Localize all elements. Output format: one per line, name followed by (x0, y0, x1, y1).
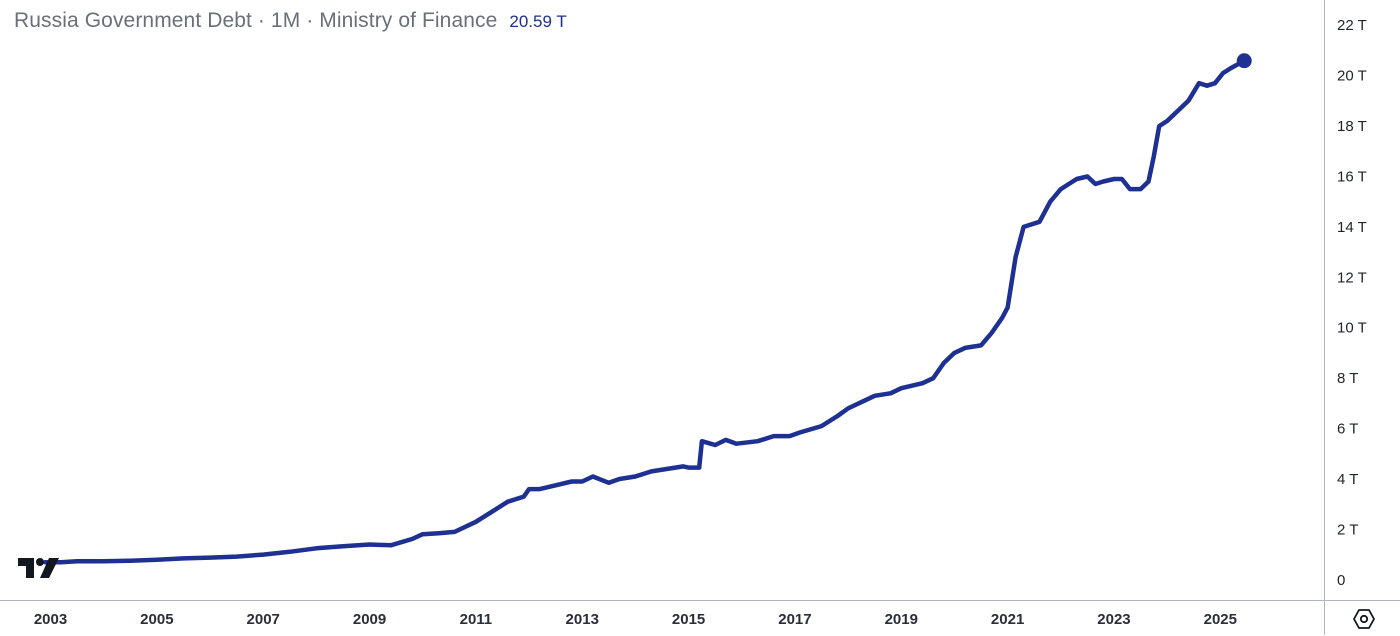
series-layer (42, 53, 1252, 565)
tradingview-logo-icon (18, 558, 59, 578)
chart-header: Russia Government Debt · 1M · Ministry o… (14, 9, 567, 33)
series-line (42, 58, 1247, 565)
chart-title: Russia Government Debt · 1M · Ministry o… (14, 9, 498, 32)
settings-button[interactable] (1352, 607, 1376, 631)
y-tick-label: 2 T (1337, 521, 1358, 538)
y-tick-label: 18 T (1337, 118, 1367, 135)
y-tick-label: 12 T (1337, 269, 1367, 286)
x-tick-label: 2013 (566, 611, 599, 628)
y-tick-label: 10 T (1337, 320, 1367, 337)
x-tick-label: 2021 (991, 611, 1024, 628)
last-value-label: 20.59 T (509, 12, 567, 31)
x-tick-label: 2025 (1204, 611, 1237, 628)
y-tick-label: 6 T (1337, 421, 1358, 438)
y-tick-label: 8 T (1337, 370, 1358, 387)
x-tick-label: 2019 (885, 611, 918, 628)
y-tick-label: 22 T (1337, 17, 1367, 34)
x-tick-label: 2009 (353, 611, 386, 628)
x-tick-label: 2023 (1097, 611, 1130, 628)
y-tick-label: 4 T (1337, 471, 1358, 488)
last-point-marker (1236, 53, 1252, 69)
x-tick-label: 2005 (140, 611, 173, 628)
y-axis[interactable]: 0 2 T 4 T 6 T 8 T 10 T 12 T 14 T 16 T 18 T 20 T 22 … (1337, 17, 1367, 589)
y-tick-label: 16 T (1337, 168, 1367, 185)
x-tick-label: 2007 (247, 611, 280, 628)
x-tick-label: 2003 (34, 611, 67, 628)
x-tick-label: 2015 (672, 611, 705, 628)
x-axis[interactable]: 2003 2005 2007 2009 2011 2013 2015 2017 2019 2021… (34, 611, 1237, 628)
y-tick-label: 0 (1337, 572, 1345, 589)
x-tick-label: 2011 (460, 611, 493, 628)
settings-hexagon-icon (1353, 609, 1375, 629)
y-tick-label: 20 T (1337, 68, 1367, 85)
tradingview-logo[interactable] (18, 558, 60, 585)
y-tick-label: 14 T (1337, 219, 1367, 236)
x-tick-label: 2017 (778, 611, 811, 628)
